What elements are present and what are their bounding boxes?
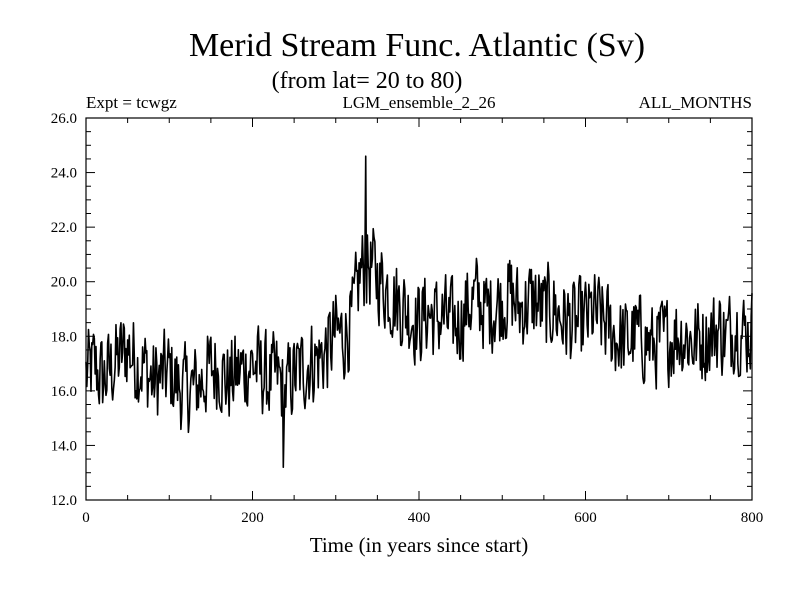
y-tick-label: 26.0 [51,111,77,127]
x-tick-label: 600 [574,510,597,526]
y-tick-label: 16.0 [51,384,77,400]
x-tick-label: 200 [241,510,264,526]
y-tick-label: 14.0 [51,438,77,454]
chart-subtitle: (from lat= 20 to 80) [272,68,463,94]
y-tick-label: 12.0 [51,493,77,509]
y-tick-label: 18.0 [51,329,77,345]
header-left: Expt = tcwgz [86,93,177,112]
y-tick-label: 24.0 [51,166,77,182]
y-tick-label: 20.0 [51,275,77,291]
x-tick-label: 0 [82,510,90,526]
header-right: ALL_MONTHS [639,93,752,112]
x-tick-label: 800 [741,510,764,526]
x-axis-label: Time (in years since start) [310,533,529,557]
y-tick-label: 22.0 [51,220,77,236]
chart-title: Merid Stream Func. Atlantic (Sv) [189,27,645,64]
plot-area: 0 200 400 600 800 12.0 14.0 16.0 18.0 20.0 22.0 24.… [51,111,764,526]
header-center: LGM_ensemble_2_26 [343,93,496,112]
series-line [85,155,753,469]
x-tick-label: 400 [408,510,431,526]
